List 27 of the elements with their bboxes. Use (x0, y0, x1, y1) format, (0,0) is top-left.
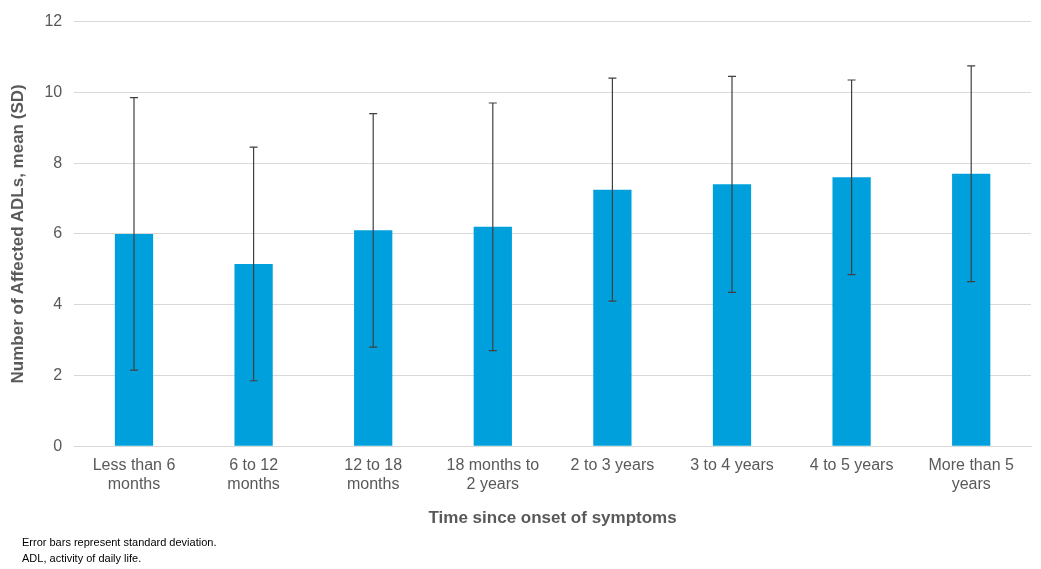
bar (832, 177, 871, 446)
y-tick-label: 0 (53, 436, 63, 454)
y-tick-label: 10 (44, 82, 63, 100)
bar (354, 230, 393, 446)
bar (712, 184, 752, 446)
y-tick-label: 6 (53, 224, 63, 242)
x-axis-title: Time since onset of symptoms (428, 508, 677, 528)
x-tick-label: More than 5 years (928, 456, 1014, 493)
x-tick-label: 12 to 18 months (344, 456, 403, 493)
x-tick-label: 4 to 5 years (809, 456, 894, 474)
y-tick-label: 4 (53, 295, 63, 313)
x-tick-label: 6 to 12 months (227, 456, 280, 493)
bar (593, 189, 632, 446)
x-tick-label: 18 months to 2 years (446, 456, 540, 493)
bar (114, 233, 154, 446)
bar (234, 263, 273, 446)
y-tick-label: 8 (53, 153, 63, 171)
bar (952, 173, 991, 446)
x-tick-label: Less than 6 months (92, 456, 176, 493)
y-axis-title: Number of Affected ADLs, mean (SD) (7, 84, 27, 384)
y-tick-label: 2 (53, 365, 63, 383)
y-tick-label: 12 (44, 12, 63, 30)
x-tick-label: 2 to 3 years (570, 456, 655, 474)
text: Error bars represent standard deviation. (22, 535, 217, 548)
x-tick-label: 3 to 4 years (690, 456, 774, 474)
text: ADL, activity of daily life. (22, 551, 142, 564)
bar (473, 226, 512, 446)
